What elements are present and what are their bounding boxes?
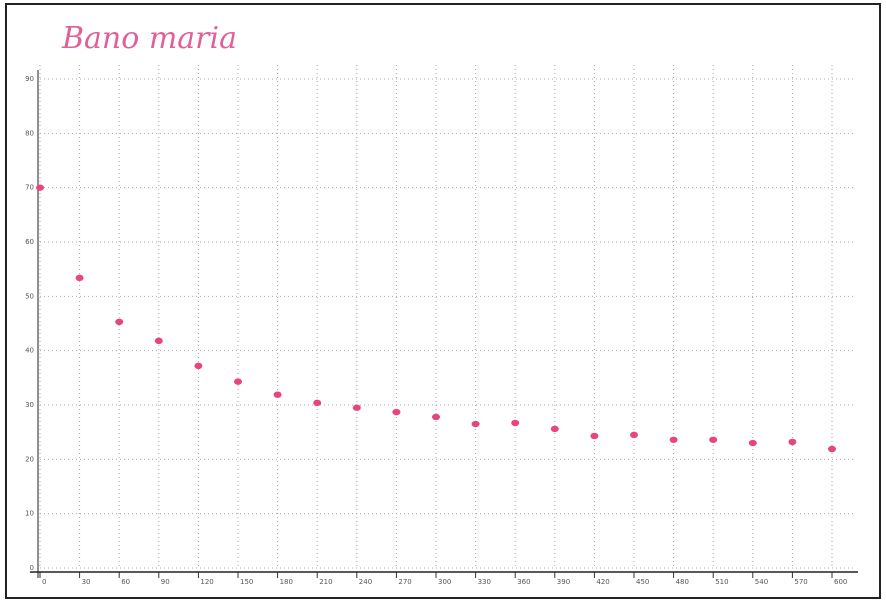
x-tick-label: 420 — [596, 578, 609, 586]
x-tick-label: 60 — [121, 578, 130, 586]
y-tick-label: 90 — [25, 75, 34, 83]
point — [590, 433, 598, 439]
x-tick-label: 480 — [676, 578, 689, 586]
x-tick-label: 180 — [280, 578, 293, 586]
point — [472, 421, 480, 427]
x-tick-label: 330 — [478, 578, 491, 586]
x-tick-label: 120 — [200, 578, 213, 586]
point — [788, 439, 796, 445]
chart: Bano maria 0 10 20 30 40 50 60 70 80 90 0 30 60 90 120… — [0, 0, 886, 603]
x-tick-label: 270 — [398, 578, 411, 586]
point — [392, 409, 400, 415]
y-tick-label: 20 — [25, 455, 34, 463]
point — [115, 319, 123, 325]
point — [353, 405, 361, 411]
y-tick-label: 40 — [25, 347, 34, 355]
point — [76, 275, 84, 281]
x-tick-label: 300 — [438, 578, 451, 586]
x-tick-label: 540 — [755, 578, 768, 586]
x-tick-label: 570 — [794, 578, 807, 586]
x-tick-label: 0 — [42, 578, 46, 586]
point — [630, 432, 638, 438]
x-tick-label: 510 — [715, 578, 728, 586]
y-tick-label: 50 — [25, 292, 34, 300]
x-tick-label: 240 — [359, 578, 372, 586]
frame — [6, 4, 880, 598]
chart-title: Bano maria — [61, 21, 237, 56]
point — [313, 400, 321, 406]
x-tick-label: 390 — [557, 578, 570, 586]
y-tick-label: 60 — [25, 238, 34, 246]
point — [36, 184, 44, 190]
point — [432, 414, 440, 420]
point — [194, 363, 202, 369]
point — [551, 426, 559, 432]
point — [828, 446, 836, 452]
x-tick-label: 210 — [319, 578, 332, 586]
x-tick-label: 360 — [517, 578, 530, 586]
point — [749, 440, 757, 446]
x-tick-label: 450 — [636, 578, 649, 586]
point — [234, 378, 242, 384]
x-tick-label: 30 — [82, 578, 91, 586]
point — [155, 338, 163, 344]
point — [511, 420, 519, 426]
point — [709, 437, 717, 443]
y-tick-label: 30 — [25, 401, 34, 409]
y-tick-label: 70 — [25, 184, 34, 192]
y-tick-label: 10 — [25, 510, 34, 518]
y-tick-label: 80 — [25, 129, 34, 137]
y-tick-label: 0 — [30, 564, 34, 572]
x-tick-label: 150 — [240, 578, 253, 586]
point — [274, 391, 282, 397]
point — [670, 437, 678, 443]
x-tick-label: 90 — [161, 578, 170, 586]
x-tick-label: 600 — [834, 578, 847, 586]
